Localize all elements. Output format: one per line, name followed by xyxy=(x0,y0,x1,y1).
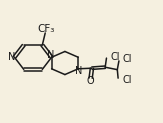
Text: N: N xyxy=(8,52,15,62)
Text: CF₃: CF₃ xyxy=(37,24,55,34)
Text: Cl: Cl xyxy=(123,54,133,64)
Text: Cl: Cl xyxy=(111,52,120,62)
Text: Cl: Cl xyxy=(122,75,132,85)
Text: N: N xyxy=(75,66,82,76)
Text: O: O xyxy=(87,76,94,86)
Text: N: N xyxy=(47,50,55,60)
